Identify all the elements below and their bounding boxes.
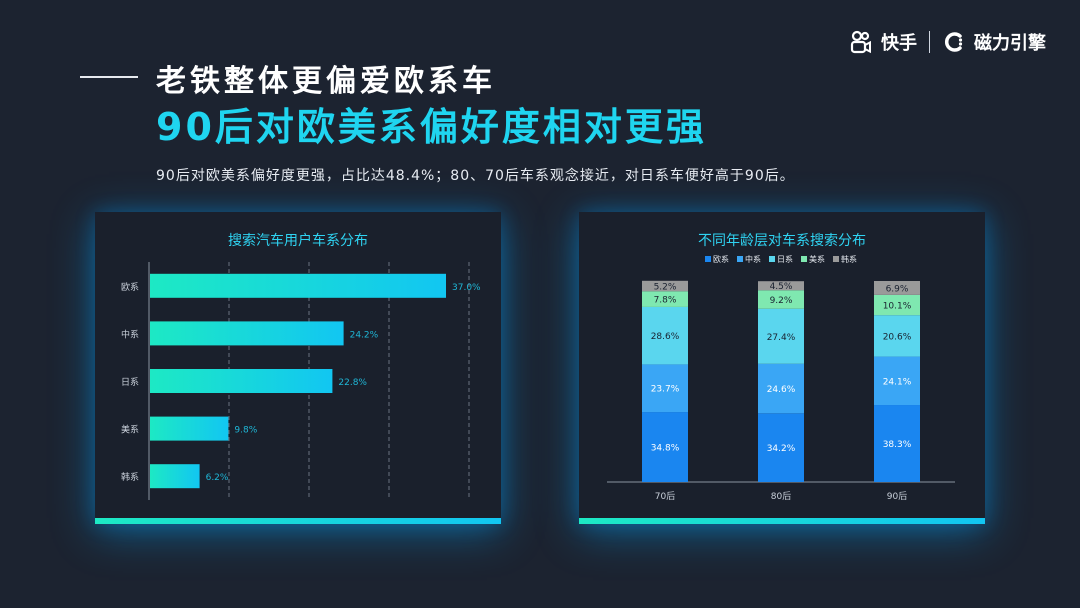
- data-label: 4.5%: [770, 282, 793, 292]
- data-label: 24.6%: [767, 385, 796, 395]
- chart1-title: 搜索汽车用户车系分布: [228, 233, 368, 249]
- data-label: 7.8%: [654, 296, 677, 306]
- stack-segment: [874, 405, 920, 482]
- stack-segment: [642, 364, 688, 413]
- panel1-accent-bar: [95, 518, 501, 524]
- data-label: 5.2%: [654, 283, 677, 293]
- stack-segment: [642, 412, 688, 482]
- chart1-svg: 欧系 37.0% 中系 24.2% 日系 22.8% 美系 9.8% 韩系 6.2%: [121, 262, 481, 500]
- legend-swatch: [737, 256, 743, 262]
- legend-swatch: [705, 256, 711, 262]
- data-label: 28.6%: [651, 332, 680, 342]
- stack-segment: [874, 356, 920, 406]
- data-label: 9.2%: [770, 296, 793, 306]
- legend-label: 欧系: [713, 254, 729, 264]
- category-label: 日系: [121, 377, 139, 388]
- page-subtitle: 90后对欧美系偏好度更强，占比达48.4%；80、70后车系观念接近，对日系车便…: [156, 168, 795, 184]
- chart2-svg: 欧系 中系 日系 美系 韩系 34.8% 23.7% 28.6% 7.8% 5.2% 70后 34.2…: [607, 254, 955, 502]
- chart2-title: 不同年龄层对车系搜索分布: [698, 233, 866, 249]
- chart-panel-age-series: 不同年龄层对车系搜索分布 欧系 中系 日系 美系 韩系 34.8% 23.7% 28.6% 7.…: [579, 212, 985, 524]
- stack-segment: [758, 308, 804, 364]
- bar: [150, 416, 229, 441]
- stack-segment: [642, 306, 688, 365]
- title-dash: [80, 76, 138, 78]
- page-title: 老铁整体更偏爱欧系车: [156, 64, 496, 99]
- legend-label: 美系: [809, 254, 825, 264]
- data-label: 37.0%: [452, 283, 481, 293]
- legend-label: 韩系: [841, 254, 857, 264]
- data-label: 9.8%: [234, 426, 257, 436]
- kuaishou-label: 快手: [881, 33, 917, 54]
- data-label: 20.6%: [883, 332, 912, 342]
- data-label: 23.7%: [651, 385, 680, 395]
- category-label: 80后: [771, 491, 791, 502]
- chart-panel-car-series: 搜索汽车用户车系分布 欧系 37.0% 中系 24.2% 日系 22.8% 美系 9.8% 韩系…: [95, 212, 501, 524]
- legend-label: 日系: [777, 254, 793, 264]
- data-label: 24.1%: [883, 377, 912, 387]
- data-label: 27.4%: [767, 333, 796, 343]
- panel2-accent-bar: [579, 518, 985, 524]
- legend-swatch: [833, 256, 839, 262]
- data-label: 10.1%: [883, 302, 912, 312]
- stack-segment: [642, 291, 688, 307]
- legend-swatch: [769, 256, 775, 262]
- category-label: 70后: [655, 491, 675, 502]
- engine-label: 磁力引擎: [974, 33, 1046, 54]
- bar: [150, 369, 333, 393]
- bar: [150, 273, 446, 298]
- category-label: 90后: [887, 491, 907, 502]
- page-headline: 90后对欧美系偏好度相对更强: [156, 105, 707, 149]
- stack-segment: [758, 363, 804, 414]
- stack-segment: [874, 315, 920, 357]
- brand-divider: [929, 31, 930, 53]
- stack-segment: [758, 290, 804, 309]
- category-label: 美系: [121, 424, 139, 436]
- data-label: 6.2%: [206, 473, 229, 483]
- data-label: 6.9%: [886, 284, 909, 294]
- category-label: 中系: [121, 328, 139, 340]
- stack-segment: [642, 280, 688, 292]
- data-label: 34.8%: [651, 444, 680, 454]
- stack-segment: [758, 281, 804, 291]
- bar: [150, 464, 200, 489]
- data-label: 22.8%: [338, 378, 367, 388]
- legend-label: 中系: [745, 254, 761, 264]
- data-label: 24.2%: [350, 330, 379, 340]
- stack-segment: [758, 413, 804, 482]
- bar: [150, 321, 344, 346]
- stack-segment: [874, 294, 920, 316]
- kuaishou-icon: [850, 30, 871, 54]
- data-label: 34.2%: [767, 444, 796, 454]
- stack-segment: [874, 281, 920, 295]
- magnetic-engine-icon: [944, 32, 963, 52]
- brand-logo: 快手 磁力引擎: [849, 28, 1046, 56]
- legend-swatch: [801, 256, 807, 262]
- category-label: 韩系: [121, 471, 139, 483]
- category-label: 欧系: [121, 281, 139, 293]
- data-label: 38.3%: [883, 440, 912, 450]
